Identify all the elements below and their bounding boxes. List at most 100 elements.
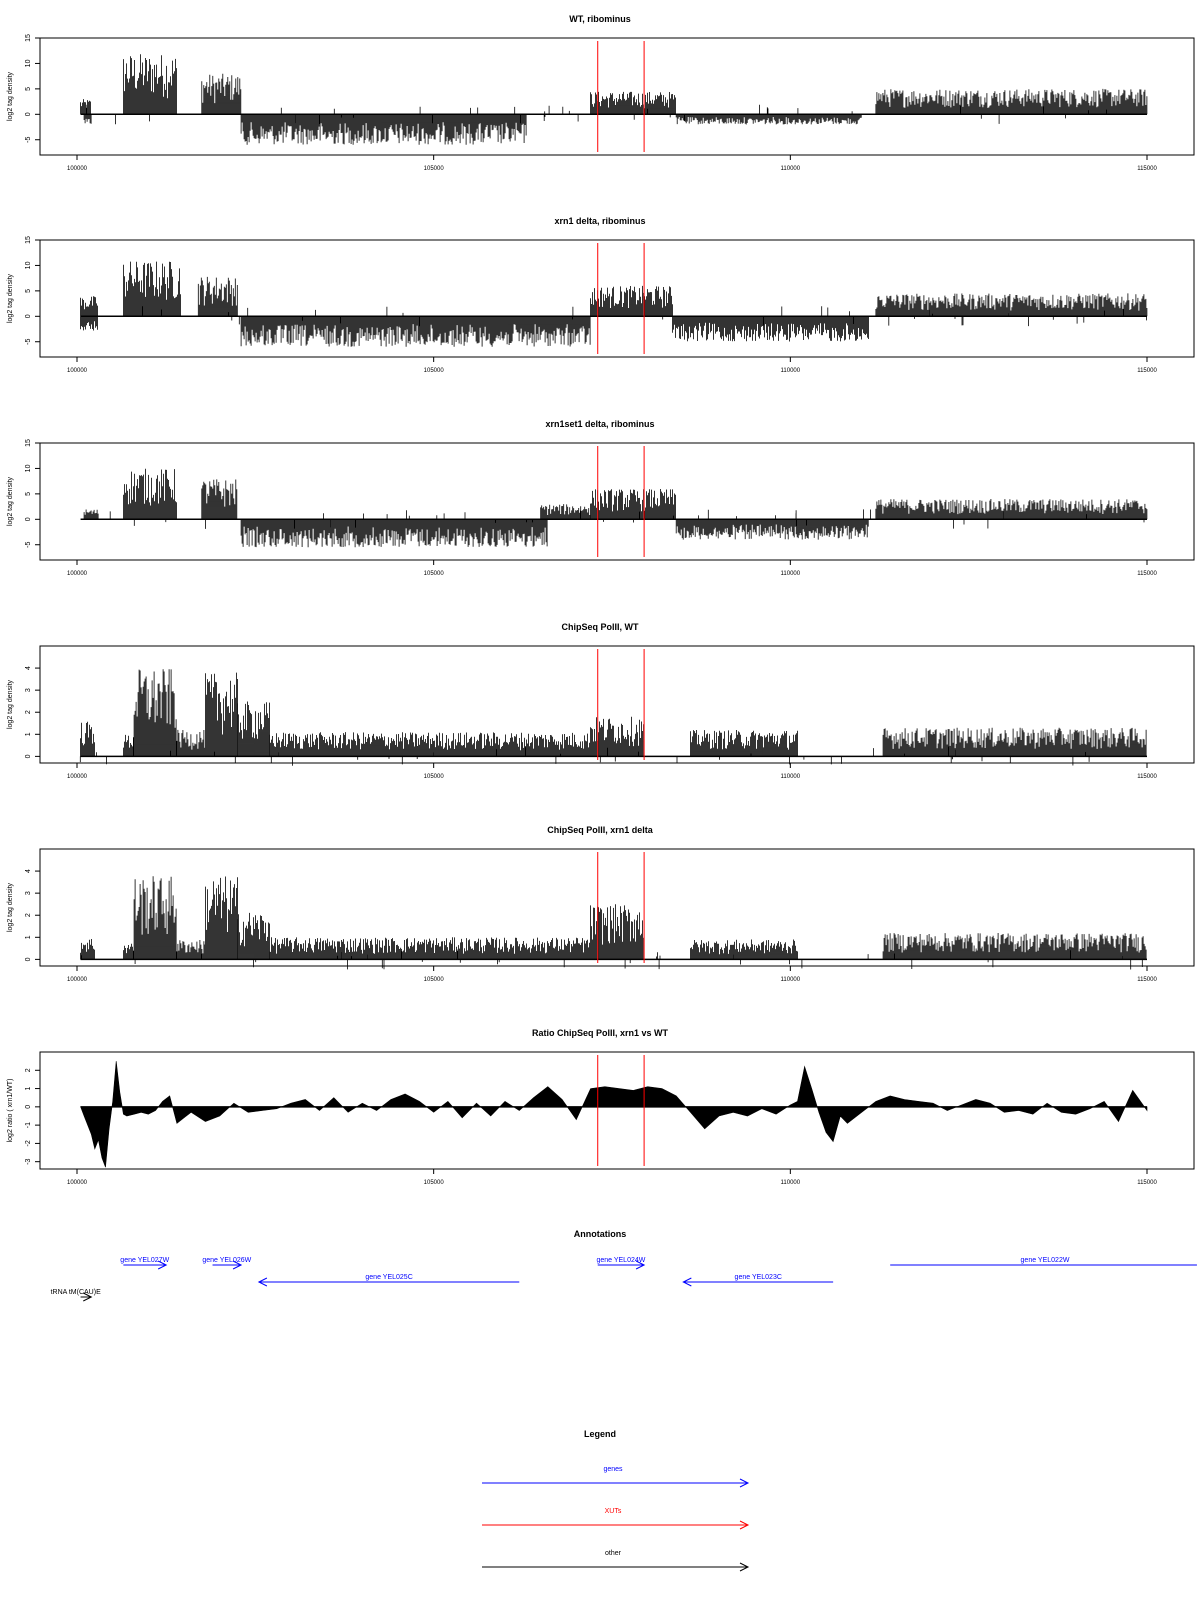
plot-frame: [39, 1051, 1195, 1170]
plot-frame: [39, 239, 1195, 358]
y-tick-label: 4: [25, 869, 32, 873]
y-tick-label: 15: [25, 236, 32, 244]
y-tick-label: 5: [25, 87, 32, 91]
x-tick-label: 110000: [781, 166, 801, 172]
strand-arrow-icon: [682, 1277, 692, 1287]
track-panel-3: xrn1set1 delta, ribominus log2 tag densit…: [7, 419, 1195, 577]
legend-arrow-icon: [739, 1478, 750, 1488]
feature-label: gene YEL022W: [1021, 1257, 1070, 1264]
y-tick-label: 10: [25, 59, 32, 67]
feature-label: tRNA tM(CAU)E: [51, 1289, 102, 1296]
x-tick-label: 100000: [67, 1180, 88, 1186]
y-tick-label: -1: [25, 1122, 32, 1128]
y-axis-label: log2 tag density: [7, 679, 14, 729]
y-tick-label: 15: [25, 439, 32, 447]
y-axis-label: log2 tag density: [7, 476, 14, 526]
ratio-area: [80, 1061, 1148, 1168]
legend-arrow-icon: [739, 1562, 750, 1572]
y-tick-label: 2: [25, 913, 32, 917]
panel-title: xrn1set1 delta, ribominus: [545, 419, 654, 429]
x-tick-label: 100000: [67, 571, 88, 577]
y-tick-label: 3: [25, 688, 32, 692]
x-tick-label: 110000: [781, 368, 801, 374]
x-tick-label: 110000: [781, 774, 801, 780]
x-tick-label: 105000: [424, 774, 445, 780]
plot-frame: [39, 848, 1195, 967]
y-axis-label: log2 tag density: [7, 273, 14, 323]
legend-label: XUTs: [605, 1508, 622, 1515]
y-tick-label: -5: [25, 339, 32, 345]
track-panel-6: Ratio ChipSeq PolII, xrn1 vs WT log2 rati…: [7, 1028, 1195, 1186]
x-tick-label: 110000: [781, 1180, 801, 1186]
y-tick-label: 1: [25, 732, 32, 736]
plot-frame: [39, 442, 1195, 561]
panel-title: xrn1 delta, ribominus: [554, 216, 645, 226]
y-tick-label: 1: [25, 1087, 32, 1091]
annotation-feature: gene YEL024W: [596, 1257, 646, 1270]
legend-label: other: [605, 1550, 622, 1557]
panel-title: WT, ribominus: [569, 14, 631, 24]
x-tick-label: 115000: [1137, 571, 1157, 577]
x-tick-label: 100000: [67, 977, 88, 983]
y-tick-label: 15: [25, 34, 32, 42]
y-tick-label: -5: [25, 542, 32, 548]
signal-bars: [80, 261, 1148, 347]
signal-bars: [83, 468, 1148, 548]
y-tick-label: 10: [25, 464, 32, 472]
annotation-feature: tRNA tM(CAU)E: [51, 1289, 102, 1302]
y-tick-label: 5: [25, 289, 32, 293]
legend-items: genes XUTs other: [482, 1466, 750, 1572]
legend-item: XUTs: [482, 1508, 750, 1530]
feature-label: gene YEL025C: [365, 1274, 412, 1281]
x-tick-label: 115000: [1137, 774, 1157, 780]
feature-label: gene YEL024W: [596, 1257, 645, 1264]
legend: Legend genes XUTs other: [482, 1429, 750, 1572]
y-tick-label: 0: [25, 517, 32, 521]
legend-item: genes: [482, 1466, 750, 1488]
y-tick-label: 1: [25, 935, 32, 939]
x-tick-label: 100000: [67, 368, 88, 374]
x-tick-label: 105000: [424, 571, 445, 577]
x-tick-label: 105000: [424, 368, 445, 374]
strand-arrow-icon: [232, 1260, 243, 1270]
annotation-feature: gene YEL022W: [890, 1257, 1197, 1266]
feature-label: gene YEL026W: [202, 1257, 251, 1264]
y-tick-label: 2: [25, 710, 32, 714]
feature-label: gene YEL023C: [735, 1274, 782, 1281]
y-tick-label: 10: [25, 261, 32, 269]
x-tick-label: 105000: [424, 1180, 445, 1186]
y-tick-label: 4: [25, 666, 32, 670]
x-tick-label: 100000: [67, 166, 88, 172]
x-tick-label: 115000: [1137, 1180, 1157, 1186]
x-tick-label: 110000: [781, 977, 801, 983]
annotation-feature: gene YEL027W: [120, 1257, 170, 1270]
panel-title: ChipSeq PolII, WT: [562, 622, 639, 632]
track-panel-2: xrn1 delta, ribominus log2 tag density -5 0…: [7, 216, 1195, 374]
annotation-features: gene YEL027W gene YEL026W gene YEL025C gene…: [51, 1257, 1197, 1302]
track-panel-1: WT, ribominus log2 tag density -5 0 5 10 15 100…: [7, 14, 1195, 172]
y-tick-label: -3: [25, 1158, 32, 1164]
signal-bars: [79, 669, 1147, 766]
y-axis-label: log2 tag density: [7, 71, 14, 121]
y-tick-label: -2: [25, 1140, 32, 1146]
annotation-feature: gene YEL026W: [202, 1257, 252, 1270]
y-tick-label: -5: [25, 137, 32, 143]
y-tick-label: 2: [25, 1068, 32, 1072]
legend-title: Legend: [584, 1429, 616, 1439]
y-tick-label: 0: [25, 112, 32, 116]
y-tick-label: 0: [25, 314, 32, 318]
strand-arrow-icon: [257, 1277, 268, 1287]
annotation-feature: gene YEL023C: [682, 1274, 834, 1287]
strand-arrow-icon: [635, 1260, 646, 1270]
x-tick-label: 100000: [67, 774, 88, 780]
strand-arrow-icon: [83, 1292, 93, 1302]
panel-title: ChipSeq PolII, xrn1 delta: [547, 825, 654, 835]
annotations-track: Annotations gene YEL027W gene YEL026Wgene…: [51, 1229, 1197, 1302]
x-tick-label: 115000: [1137, 368, 1157, 374]
y-axis-label: log2 ratio ( xrn1/WT): [7, 1079, 14, 1143]
y-tick-label: 0: [25, 754, 32, 758]
y-axis-label: log2 tag density: [7, 882, 14, 932]
legend-label: genes: [603, 1466, 623, 1473]
track-panel-4: ChipSeq PolII, WT log2 tag density 0 1 2 3 4 10…: [7, 622, 1195, 780]
